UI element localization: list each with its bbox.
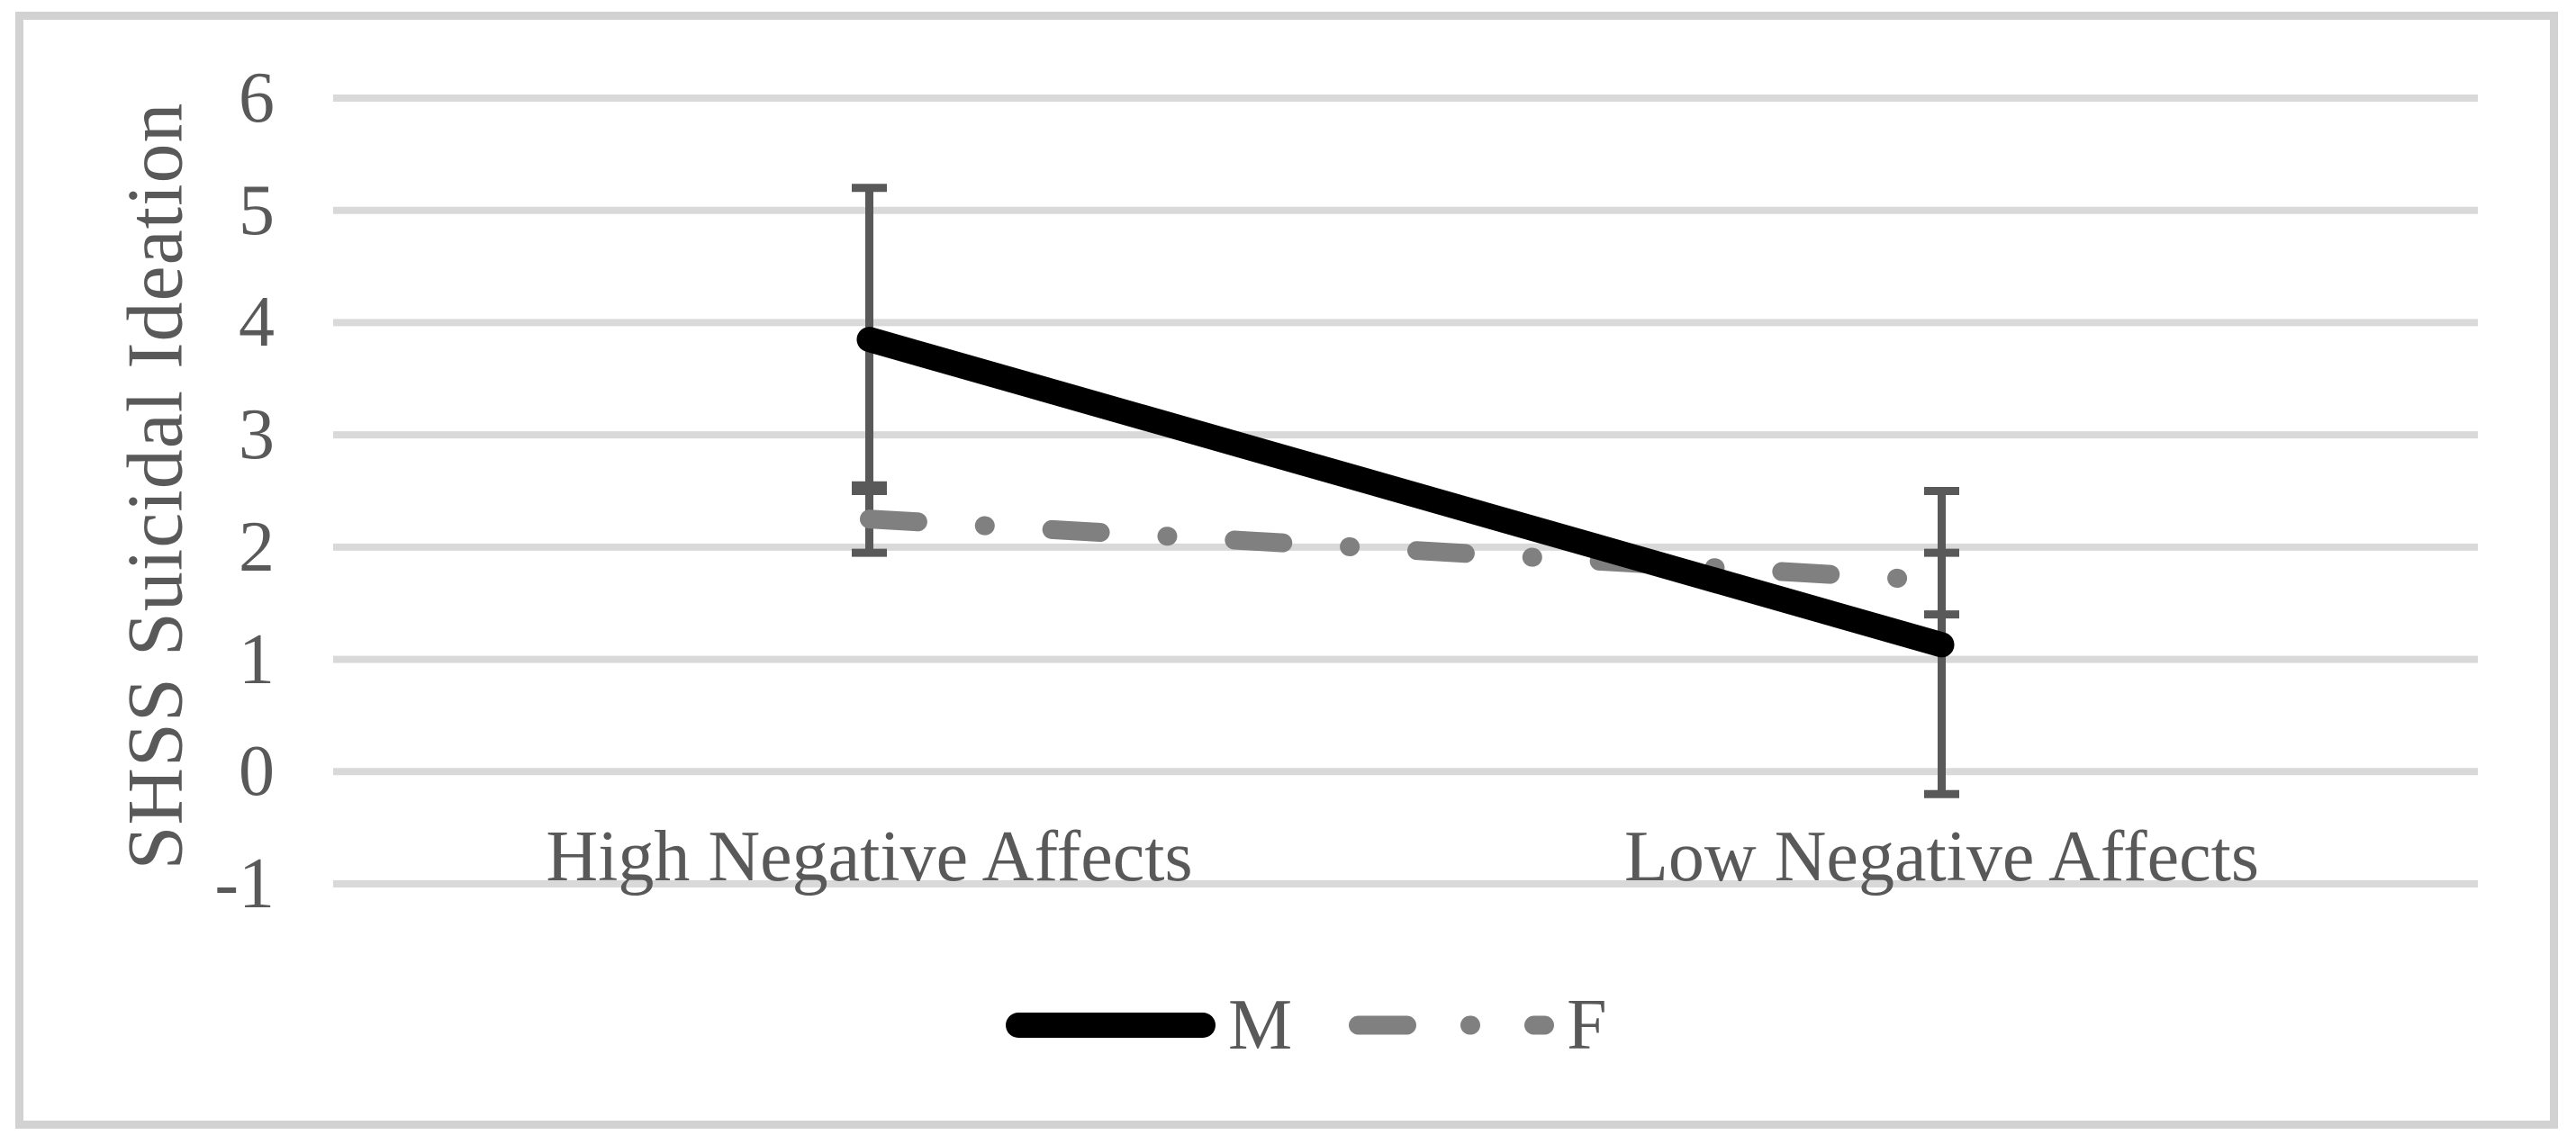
y-tick-label: 3 (239, 395, 275, 475)
legend-item-m: M (1006, 987, 1292, 1063)
y-tick-label: -1 (214, 844, 275, 923)
legend-label-f: F (1567, 986, 1607, 1065)
legend: M F (1006, 987, 1607, 1063)
series-line-m (856, 327, 1955, 658)
series-line-f (860, 509, 1951, 590)
x-category-label: High Negative Affects (546, 817, 1193, 896)
legend-line-sample-f (1349, 1015, 1555, 1035)
figure-border (15, 12, 2558, 1129)
y-tick-label: 4 (239, 283, 275, 363)
y-tick-label: 1 (239, 619, 275, 699)
legend-label-m: M (1228, 986, 1293, 1065)
legend-item-f: F (1349, 987, 1607, 1063)
x-category-label: Low Negative Affects (1624, 817, 2259, 896)
legend-line-sample-m (1006, 1013, 1216, 1038)
y-tick-label: 6 (239, 59, 275, 138)
y-tick-label: 0 (239, 732, 275, 812)
y-tick-label: 5 (239, 170, 275, 250)
y-tick-label: 2 (239, 507, 275, 587)
